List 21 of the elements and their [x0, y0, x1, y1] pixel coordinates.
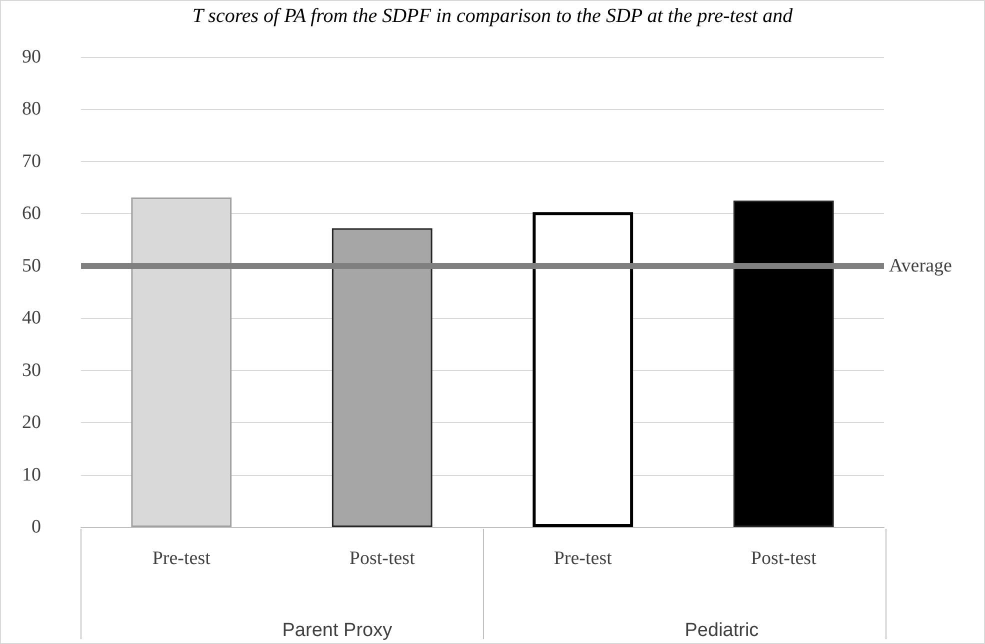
- ref-line-label: Average: [889, 255, 952, 276]
- x-tick-label: Post-test: [349, 548, 416, 569]
- text: Pediatric: [684, 620, 759, 641]
- bar: [332, 228, 432, 527]
- bar: [532, 212, 634, 527]
- y-tick-label: 10: [22, 464, 41, 486]
- y-tick-label: 0: [32, 516, 41, 538]
- y-tick-label: 80: [22, 98, 41, 120]
- y-tick-label: 20: [22, 412, 41, 434]
- y-tick-label: 70: [22, 150, 41, 172]
- x-tick-label: Pre-test: [554, 548, 613, 569]
- y-tick-label: 30: [22, 360, 41, 381]
- chart-title: T scores of PA from the SDPF in comparison to the SDP at the pre-test and: [192, 5, 794, 27]
- x-tick-label: Pre-test: [152, 548, 212, 569]
- text: Parent Proxy: [282, 620, 393, 641]
- x-tick-label: Post-test: [750, 548, 818, 569]
- y-tick-label: 50: [22, 255, 41, 276]
- y-tick-label: 40: [22, 308, 41, 329]
- y-tick-label: 60: [22, 203, 41, 224]
- y-tick-label: 90: [22, 46, 41, 68]
- bar: [733, 200, 834, 527]
